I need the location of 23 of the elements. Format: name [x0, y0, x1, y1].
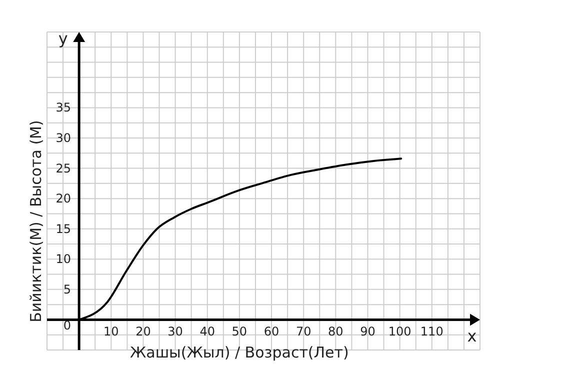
annotation: x [467, 326, 477, 346]
x-tick-label: 50 [232, 324, 248, 339]
x-tick-label: 100 [388, 324, 412, 339]
x-tick-label: 20 [136, 324, 151, 339]
x-tick-label: 110 [420, 324, 444, 339]
y-tick-label: 10 [56, 252, 72, 266]
y-tick-label: 25 [56, 161, 72, 176]
y-tick-label: 0 [63, 318, 72, 333]
x-axis-title: Жашы(Жыл) / Возраст(Лет) [130, 344, 349, 362]
x-tick-label: 70 [296, 324, 312, 339]
y-tick-label: 30 [56, 131, 72, 145]
x-tick-label: 80 [328, 324, 344, 339]
x-tick-label: 40 [200, 324, 216, 339]
x-tick-label: 30 [168, 324, 183, 339]
y-axis-title: Бийиктик(М) / Высота (М) [27, 120, 46, 322]
x-tick-label: 10 [104, 324, 119, 339]
y-tick-label: 20 [56, 192, 72, 206]
y-tick-label: 5 [63, 282, 72, 296]
x-tick-label: 90 [360, 324, 376, 339]
y-tick-label: 35 [56, 100, 72, 115]
y-tick-label: 15 [56, 222, 72, 236]
annotation: y [58, 29, 68, 48]
x-tick-label: 60 [264, 324, 280, 339]
